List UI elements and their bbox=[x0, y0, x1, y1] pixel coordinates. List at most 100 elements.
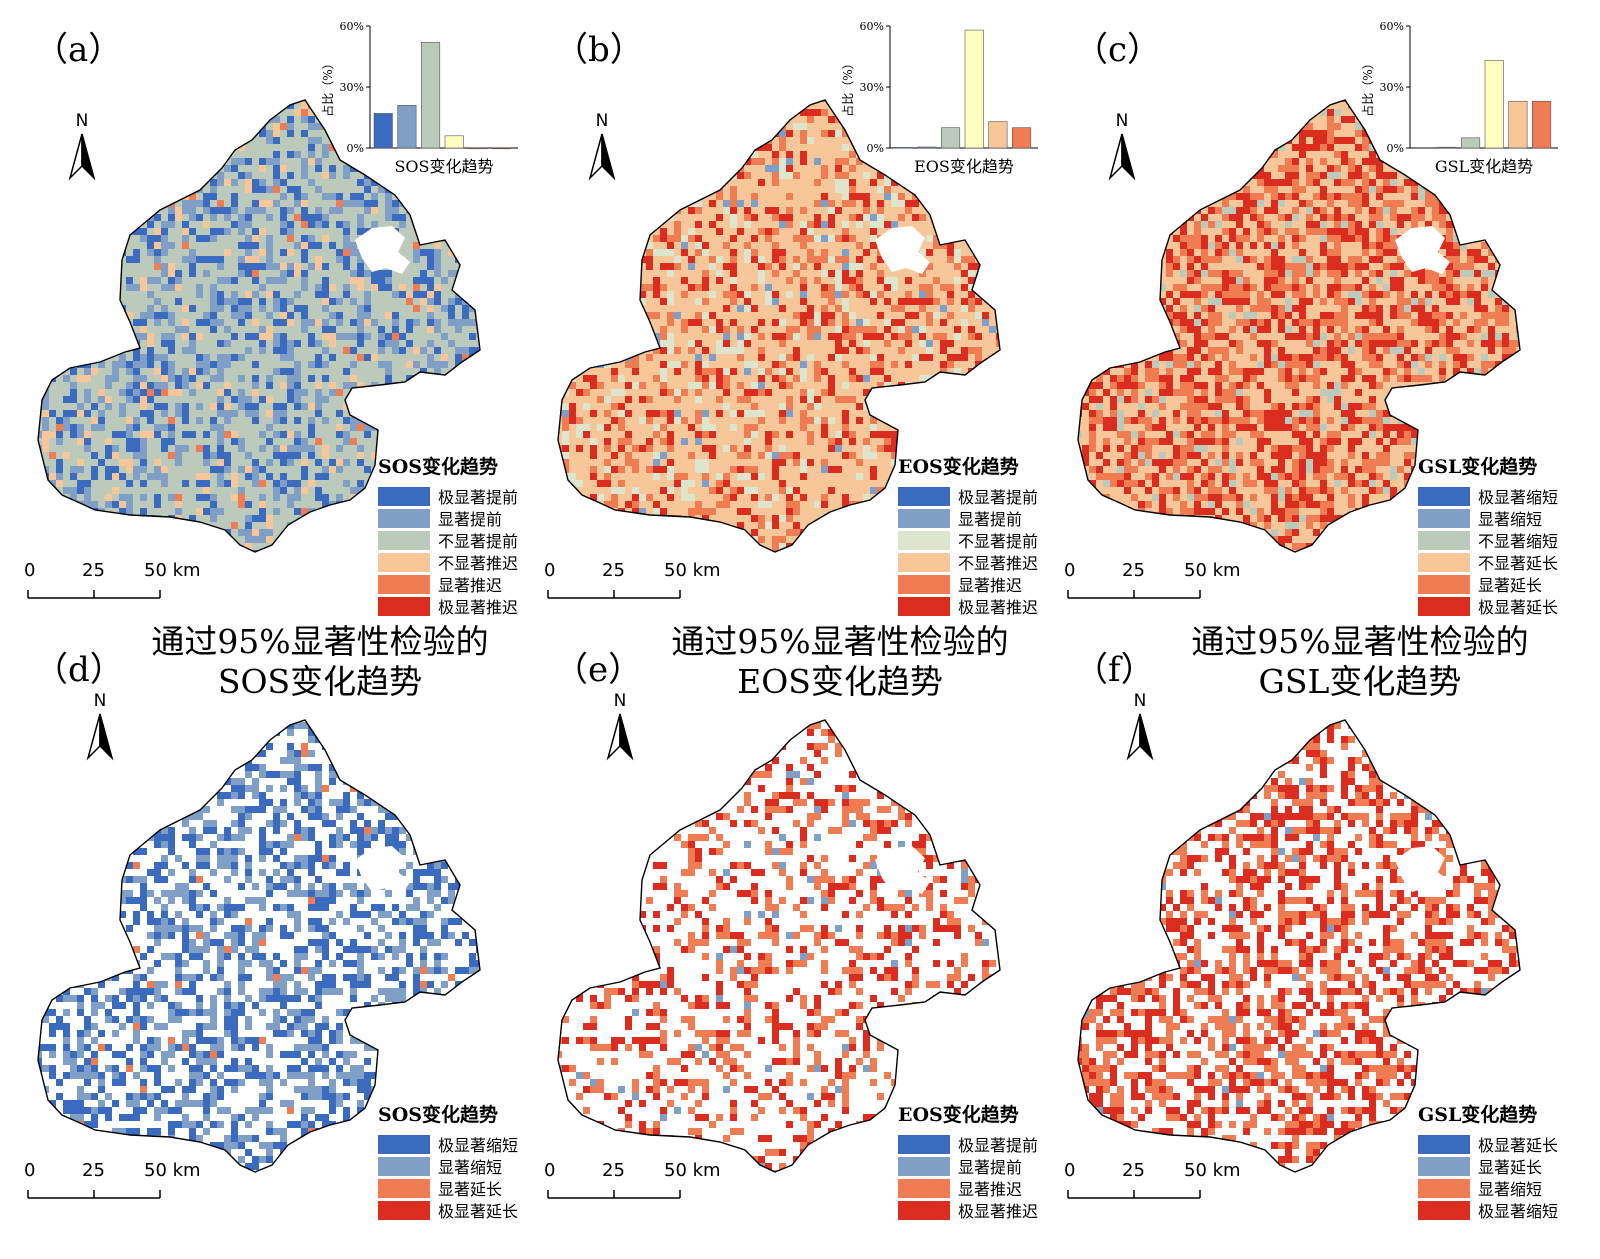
bar-0 bbox=[373, 113, 393, 149]
legend-swatch bbox=[1418, 1178, 1470, 1198]
scale-bar: 0 25 50 km bbox=[22, 560, 212, 606]
bar-1 bbox=[917, 146, 937, 149]
legend-item: 极显著提前 bbox=[898, 1134, 1038, 1155]
legend-swatch bbox=[898, 1156, 950, 1176]
scale-tick-label: 50 km bbox=[144, 1160, 201, 1181]
legend-label: 极显著推迟 bbox=[958, 1202, 1039, 1221]
scale-bar-line bbox=[27, 1190, 161, 1199]
legend-label: 显著延长 bbox=[438, 1180, 503, 1199]
legend-swatch bbox=[378, 1156, 430, 1176]
north-arrow-icon: N bbox=[1126, 691, 1154, 761]
north-label: N bbox=[596, 111, 609, 131]
scale-bar-line bbox=[27, 590, 161, 599]
inset-chart-svg: 0% 30% 60% 占比（%） GSL变化趋势 bbox=[1360, 20, 1558, 176]
inset-chart-svg: 0% 30% 60% 占比（%） SOS变化趋势 bbox=[320, 20, 518, 176]
legend-label: 极显著提前 bbox=[958, 488, 1039, 507]
north-arrow-icon: N bbox=[68, 111, 96, 181]
north-arrow-icon: N bbox=[1108, 111, 1136, 181]
legend-title: GSL变化趋势 bbox=[1418, 456, 1538, 478]
inset-chart-svg: 0% 30% 60% 占比（%） EOS变化趋势 bbox=[840, 20, 1038, 176]
bar-4 bbox=[468, 147, 488, 150]
map-panel: （e） 通过95%显著性检验的 EOS变化趋势 N 0 25 50 km EOS变化趋势 极显… bbox=[520, 620, 1060, 1240]
scale-tick-label: 50 km bbox=[144, 560, 201, 581]
map-panel: （a） N 0 25 50 km SOS变化趋势 极显著提前 显著提前 不显著提前 不显著推迟 显著… bbox=[0, 0, 540, 620]
legend-label: 极显著延长 bbox=[1478, 1136, 1559, 1155]
scale-tick-label: 50 km bbox=[1184, 560, 1241, 581]
reservoir-water-body bbox=[875, 226, 930, 274]
scale-bar: 0 25 50 km bbox=[1062, 1160, 1252, 1206]
bar-5 bbox=[1012, 127, 1032, 149]
boundary-outline bbox=[37, 719, 481, 1173]
inset-bar-chart: 0% 30% 60% 占比（%） EOS变化趋势 bbox=[838, 14, 1048, 188]
bar-0 bbox=[1413, 147, 1433, 149]
legend-swatch bbox=[378, 486, 430, 506]
bar-1 bbox=[397, 105, 417, 149]
legend-label: 不显著推迟 bbox=[438, 554, 519, 573]
bar-3 bbox=[964, 29, 984, 149]
legend: EOS变化趋势 极显著提前 显著提前 显著推迟 极显著推迟 bbox=[898, 1100, 1038, 1222]
legend-swatch bbox=[378, 1134, 430, 1154]
x-axis-label: SOS变化趋势 bbox=[394, 157, 493, 176]
legend-label: 极显著推迟 bbox=[438, 598, 519, 617]
legend-label: 显著提前 bbox=[958, 510, 1023, 529]
panel-title: 通过95%显著性检验的 SOS变化趋势 bbox=[151, 622, 489, 701]
legend-label: 显著延长 bbox=[1478, 1158, 1543, 1177]
legend-item: 不显著提前 bbox=[898, 530, 1038, 551]
panel-label: （d） bbox=[34, 650, 124, 690]
y-tick-label: 60% bbox=[340, 20, 364, 33]
legend-swatch bbox=[378, 508, 430, 528]
legend-swatch bbox=[898, 574, 950, 594]
legend-swatch bbox=[898, 486, 950, 506]
legend-swatch bbox=[1418, 596, 1470, 616]
legend-label: 不显著提前 bbox=[438, 532, 519, 551]
legend-swatch bbox=[1418, 1156, 1470, 1176]
legend: SOS变化趋势 极显著提前 显著提前 不显著提前 不显著推迟 显著推迟 极显著推迟 bbox=[378, 452, 518, 618]
legend-label: 不显著推迟 bbox=[958, 554, 1039, 573]
reservoir-water-body bbox=[875, 846, 930, 894]
legend-item: 极显著推迟 bbox=[898, 596, 1038, 617]
map-panel: （f） 通过95%显著性检验的 GSL变化趋势 N 0 25 50 km GSL变化趋势 极显… bbox=[1040, 620, 1580, 1240]
study-area-map bbox=[557, 719, 1001, 1173]
scale-bar: 0 25 50 km bbox=[22, 1160, 212, 1206]
legend-swatch bbox=[378, 1178, 430, 1198]
legend-label: 极显著延长 bbox=[438, 1202, 519, 1221]
legend-label: 显著推迟 bbox=[958, 576, 1023, 595]
legend-label: 极显著延长 bbox=[1478, 598, 1559, 617]
study-area-map bbox=[1077, 99, 1521, 553]
bar-5 bbox=[1532, 100, 1552, 149]
scale-tick-label: 25 bbox=[82, 1160, 105, 1181]
legend-title: GSL变化趋势 bbox=[1418, 1104, 1538, 1126]
legend-label: 显著缩短 bbox=[438, 1158, 503, 1177]
north-label: N bbox=[94, 691, 107, 711]
scale-tick-label: 25 bbox=[1122, 560, 1145, 581]
bar-2 bbox=[421, 41, 441, 149]
study-area-map bbox=[557, 99, 1001, 553]
panel-label: （c） bbox=[1074, 30, 1162, 70]
legend-item: 极显著提前 bbox=[898, 486, 1039, 507]
map-panel: （d） 通过95%显著性检验的 SOS变化趋势 N 0 25 50 km SOS变化趋势 极显… bbox=[0, 620, 540, 1240]
panel-label: （b） bbox=[554, 30, 644, 70]
legend-swatch bbox=[898, 530, 950, 550]
legend: GSL变化趋势 极显著延长 显著延长 显著缩短 极显著缩短 bbox=[1418, 1100, 1558, 1222]
y-tick-label: 60% bbox=[860, 20, 884, 33]
x-axis-label: GSL变化趋势 bbox=[1435, 157, 1533, 176]
scale-tick-label: 25 bbox=[602, 1160, 625, 1181]
y-tick-label: 30% bbox=[1380, 81, 1404, 94]
y-axis-label: 占比（%） bbox=[1360, 57, 1375, 116]
bar-3 bbox=[444, 135, 464, 149]
legend-label: 显著推迟 bbox=[438, 576, 503, 595]
legend-item: 不显著缩短 bbox=[1418, 530, 1558, 551]
legend-item: 显著缩短 bbox=[1418, 508, 1558, 529]
x-axis-label: EOS变化趋势 bbox=[914, 157, 1014, 176]
legend-item: 显著推迟 bbox=[378, 574, 518, 595]
y-axis-label: 占比（%） bbox=[320, 57, 335, 116]
legend-item: 不显著延长 bbox=[1418, 552, 1558, 573]
study-area-map bbox=[37, 719, 481, 1173]
legend-swatch bbox=[898, 1134, 950, 1154]
north-arrow-icon: N bbox=[588, 111, 616, 181]
legend-swatch bbox=[1418, 508, 1470, 528]
scale-tick-label: 0 bbox=[24, 560, 36, 581]
legend-swatch bbox=[378, 1200, 430, 1220]
legend-item: 极显著提前 bbox=[378, 486, 518, 507]
scale-tick-label: 25 bbox=[602, 560, 625, 581]
